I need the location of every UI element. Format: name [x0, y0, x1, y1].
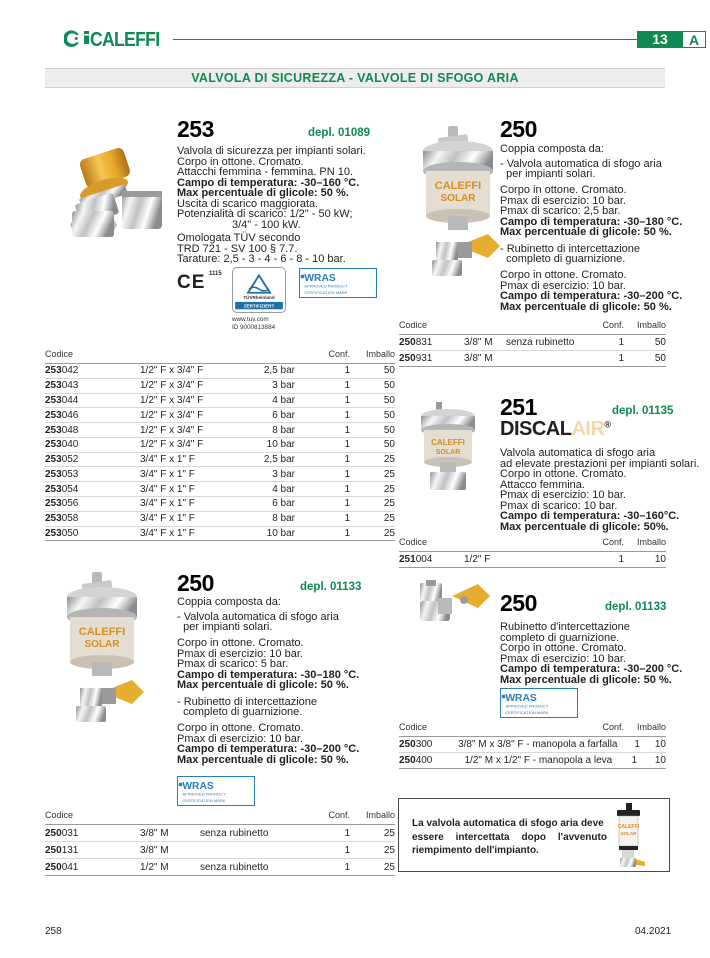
svg-text:WRAS: WRAS: [182, 781, 213, 792]
svg-text:WRAS: WRAS: [304, 273, 335, 284]
svg-text:CALEFFI: CALEFFI: [618, 824, 640, 830]
svg-text:SOLAR: SOLAR: [85, 639, 121, 650]
svg-text:SOLAR: SOLAR: [436, 449, 461, 456]
svg-text:CERTIFICATION MARK: CERTIFICATION MARK: [505, 710, 548, 715]
svg-text:ZERTIFIZIERT: ZERTIFIZIERT: [244, 303, 275, 308]
svg-text:APPROVED PRODUCT: APPROVED PRODUCT: [304, 284, 348, 289]
svg-text:SOLAR: SOLAR: [441, 193, 477, 204]
svg-text:WRAS: WRAS: [505, 693, 536, 704]
svg-text:APPROVED PRODUCT: APPROVED PRODUCT: [505, 704, 549, 709]
svg-text:CALEFFI: CALEFFI: [431, 438, 465, 447]
svg-text:CALEFFI: CALEFFI: [435, 180, 481, 192]
svg-text:SOLAR: SOLAR: [621, 831, 638, 836]
svg-text:CERTIFICATION MARK: CERTIFICATION MARK: [182, 798, 225, 803]
svg-text:TÜVRheinland: TÜVRheinland: [243, 294, 274, 300]
svg-text:APPROVED PRODUCT: APPROVED PRODUCT: [182, 792, 226, 797]
svg-text:CALEFFI: CALEFFI: [79, 626, 125, 638]
svg-text:CERTIFICATION MARK: CERTIFICATION MARK: [304, 290, 347, 295]
